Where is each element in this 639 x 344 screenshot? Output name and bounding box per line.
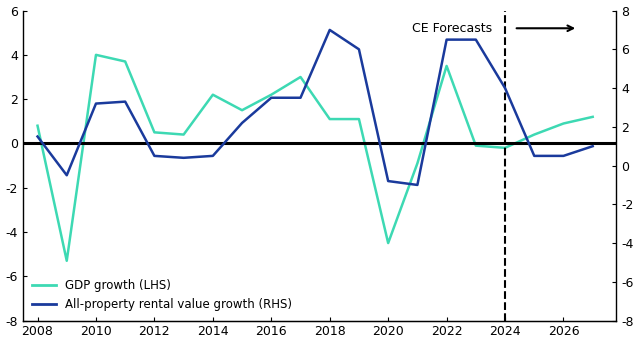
Text: CE Forecasts: CE Forecasts xyxy=(412,22,491,35)
Legend: GDP growth (LHS), All-property rental value growth (RHS): GDP growth (LHS), All-property rental va… xyxy=(29,276,296,315)
